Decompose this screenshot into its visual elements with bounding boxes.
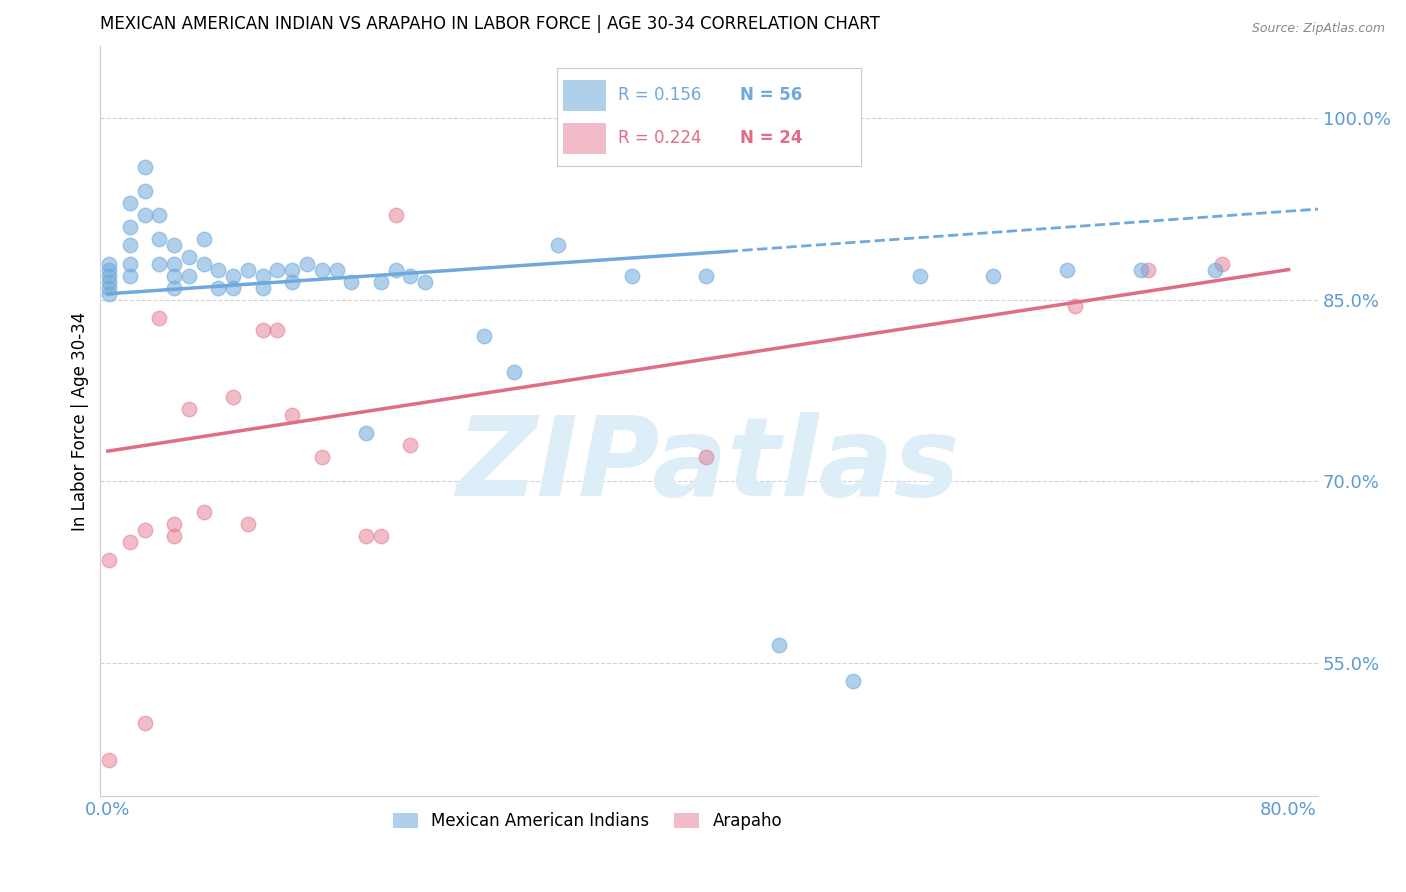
Point [163, 256, 186, 270]
Point [252, 281, 274, 295]
Point [177, 268, 200, 283]
Point [222, 390, 245, 404]
Point [354, 529, 377, 543]
Point [98, 275, 121, 289]
Point [118, 268, 141, 283]
Point [163, 281, 186, 295]
Point [163, 516, 186, 531]
Text: MEXICAN AMERICAN INDIAN VS ARAPAHO IN LABOR FORCE | AGE 30-34 CORRELATION CHART: MEXICAN AMERICAN INDIAN VS ARAPAHO IN LA… [100, 15, 880, 33]
Point [281, 408, 304, 422]
Point [620, 268, 643, 283]
Point [1056, 262, 1078, 277]
Point [177, 251, 200, 265]
Point [340, 275, 363, 289]
Point [908, 268, 931, 283]
Legend: Mexican American Indians, Arapaho: Mexican American Indians, Arapaho [387, 805, 789, 837]
Point [472, 329, 495, 343]
Point [177, 401, 200, 416]
Point [148, 208, 170, 222]
Point [163, 238, 186, 252]
Point [98, 262, 121, 277]
Point [193, 232, 215, 246]
Point [768, 638, 790, 652]
Point [1130, 262, 1153, 277]
Point [98, 553, 121, 567]
Point [118, 220, 141, 235]
Point [98, 753, 121, 767]
Point [842, 674, 865, 689]
Point [695, 268, 717, 283]
Point [252, 323, 274, 337]
Point [118, 196, 141, 211]
Text: Source: ZipAtlas.com: Source: ZipAtlas.com [1251, 22, 1385, 36]
Point [1211, 256, 1233, 270]
Point [370, 275, 392, 289]
Point [236, 516, 259, 531]
Point [118, 238, 141, 252]
Point [1137, 262, 1160, 277]
Point [547, 238, 569, 252]
Point [163, 268, 186, 283]
Point [325, 262, 347, 277]
Point [222, 268, 245, 283]
Point [983, 268, 1005, 283]
Point [399, 268, 422, 283]
Point [384, 262, 406, 277]
Text: ZIPatlas: ZIPatlas [457, 412, 962, 519]
Point [502, 366, 524, 380]
Point [148, 310, 170, 325]
Point [163, 529, 186, 543]
Point [134, 160, 156, 174]
Point [370, 529, 392, 543]
Point [281, 275, 304, 289]
Point [266, 323, 288, 337]
Point [193, 256, 215, 270]
Y-axis label: In Labor Force | Age 30-34: In Labor Force | Age 30-34 [72, 311, 89, 531]
Point [384, 208, 406, 222]
Point [118, 535, 141, 549]
Point [134, 208, 156, 222]
Point [295, 256, 318, 270]
Point [236, 262, 259, 277]
Point [98, 268, 121, 283]
Point [134, 184, 156, 198]
Point [148, 256, 170, 270]
Point [354, 425, 377, 440]
Point [118, 256, 141, 270]
Point [193, 505, 215, 519]
Point [98, 256, 121, 270]
Point [222, 281, 245, 295]
Point [266, 262, 288, 277]
Point [207, 281, 229, 295]
Point [252, 268, 274, 283]
Point [413, 275, 436, 289]
Point [134, 716, 156, 731]
Point [207, 262, 229, 277]
Point [695, 450, 717, 465]
Point [311, 262, 333, 277]
Point [1204, 262, 1226, 277]
Point [399, 438, 422, 452]
Point [98, 286, 121, 301]
Point [311, 450, 333, 465]
Point [134, 523, 156, 537]
Point [98, 281, 121, 295]
Point [148, 232, 170, 246]
Point [281, 262, 304, 277]
Point [1063, 299, 1085, 313]
